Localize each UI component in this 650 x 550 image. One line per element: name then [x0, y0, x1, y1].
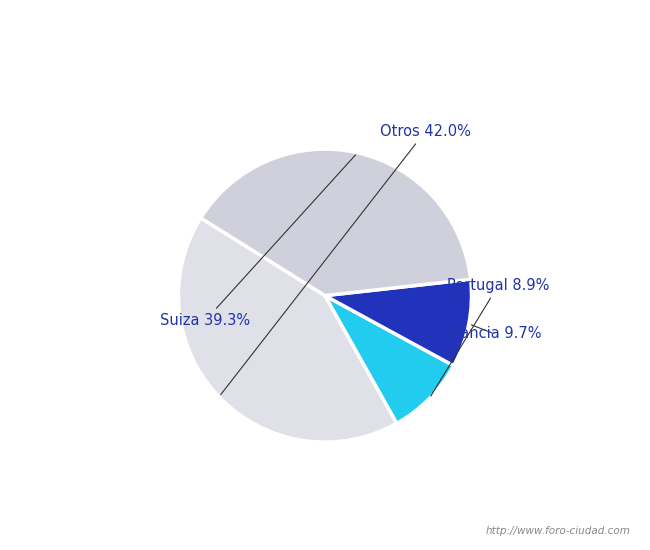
- Wedge shape: [325, 279, 471, 366]
- Text: Francia 9.7%: Francia 9.7%: [447, 325, 541, 342]
- Wedge shape: [325, 296, 454, 424]
- Text: Portugal 8.9%: Portugal 8.9%: [431, 278, 549, 396]
- Text: http://www.foro-ciudad.com: http://www.foro-ciudad.com: [486, 526, 630, 536]
- Text: Suiza 39.3%: Suiza 39.3%: [160, 155, 356, 328]
- Wedge shape: [201, 149, 471, 296]
- Wedge shape: [179, 218, 396, 442]
- Text: Cerceda - Turistas extranjeros según país - Agosto de 2024: Cerceda - Turistas extranjeros según paí…: [58, 12, 592, 30]
- Text: Otros 42.0%: Otros 42.0%: [221, 124, 471, 394]
